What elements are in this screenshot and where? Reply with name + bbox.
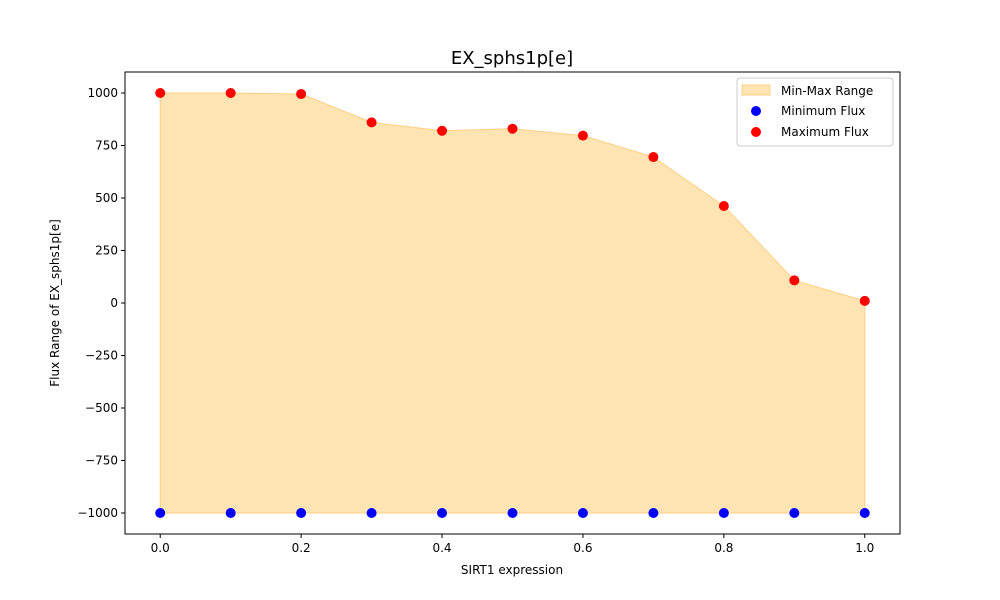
plot-area	[155, 88, 870, 518]
legend-box	[736, 77, 894, 147]
x-axis-label: SIRT1 expression	[461, 563, 563, 577]
min-flux-point	[296, 508, 307, 518]
legend-label-range: Min-Max Range	[781, 84, 873, 98]
x-tick-label: 1.0	[855, 541, 874, 555]
max-flux-point	[155, 88, 166, 98]
min-flux-point	[366, 508, 377, 518]
legend-marker-max	[751, 127, 761, 137]
y-tick-label: −1000	[77, 506, 118, 520]
max-flux-point	[789, 275, 800, 286]
max-flux-point	[296, 89, 307, 100]
max-flux-point	[859, 295, 870, 306]
max-flux-point	[577, 130, 588, 141]
x-tick-label: 0.8	[714, 541, 733, 555]
y-axis-label: Flux Range of EX_sphs1p[e]	[48, 219, 62, 387]
min-max-range-band	[159, 92, 866, 514]
y-tick-label: 0	[110, 296, 118, 310]
legend-label-max: Maximum Flux	[781, 125, 869, 139]
y-tick-label: −250	[85, 349, 118, 363]
min-flux-point	[155, 508, 166, 518]
y-axis: −1000 −750 −500 −250 0 250 500 750 1000	[77, 86, 125, 520]
y-tick-label: 500	[95, 191, 118, 205]
y-tick-label: 1000	[87, 86, 118, 100]
plot-frame	[124, 71, 901, 535]
x-tick-label: 0.0	[151, 541, 170, 555]
max-flux-point	[718, 200, 729, 211]
max-flux-point	[648, 152, 659, 163]
min-flux-point	[577, 508, 588, 518]
legend: Min-Max Range Minimum Flux Maximum Flux	[736, 77, 894, 147]
chart-title: EX_sphs1p[e]	[451, 48, 573, 69]
min-flux-point	[718, 508, 729, 518]
max-flux-point	[437, 125, 448, 136]
x-tick-label: 0.6	[573, 541, 592, 555]
min-flux-point	[648, 508, 659, 518]
x-tick-label: 0.4	[432, 541, 451, 555]
max-flux-point	[507, 123, 518, 134]
x-tick-label: 0.2	[292, 541, 311, 555]
x-axis: 0.0 0.2 0.4 0.6 0.8 1.0	[151, 534, 874, 555]
min-flux-point	[859, 508, 870, 518]
y-tick-label: 750	[95, 139, 118, 153]
max-flux-point	[366, 117, 377, 128]
legend-label-min: Minimum Flux	[781, 104, 865, 118]
y-tick-label: −750	[85, 454, 118, 468]
min-flux-point	[507, 508, 518, 518]
min-flux-point	[225, 508, 236, 518]
max-flux-point	[225, 88, 236, 98]
min-flux-point	[437, 508, 448, 518]
legend-swatch-range	[741, 84, 771, 96]
legend-marker-min	[751, 106, 761, 116]
y-tick-label: 250	[95, 244, 118, 258]
y-tick-label: −500	[85, 401, 118, 415]
min-flux-point	[789, 508, 800, 518]
